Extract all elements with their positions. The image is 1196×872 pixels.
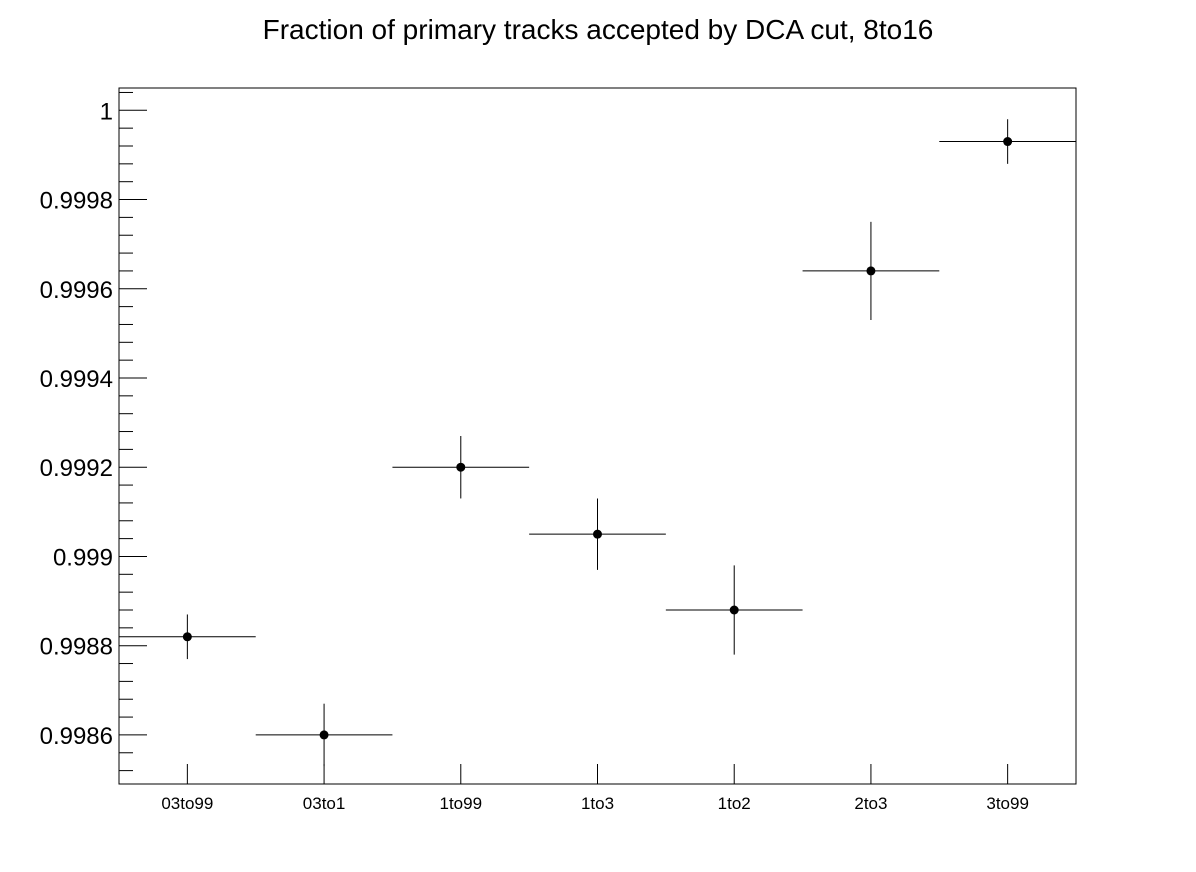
y-tick-label: 0.9988 <box>40 634 113 661</box>
y-tick-label: 0.999 <box>53 544 113 571</box>
x-tick-label: 03to1 <box>303 794 346 813</box>
x-axis: 03to99 03to1 1to99 1to3 1to2 2to3 3to99 <box>161 764 1029 813</box>
y-tick-label: 0.9992 <box>40 455 113 482</box>
y-axis: 0.9986 0.9988 0.999 0.9992 0.9994 0.9996 0.999… <box>40 91 147 772</box>
x-tick-label: 3to99 <box>986 794 1029 813</box>
x-tick-label: 1to2 <box>718 794 751 813</box>
data-point <box>1003 137 1013 147</box>
data-point <box>729 605 739 615</box>
data-point <box>319 730 329 740</box>
chart-title: Fraction of primary tracks accepted by D… <box>263 14 934 45</box>
plot-frame <box>118 87 1077 785</box>
y-tick-label: 0.9998 <box>40 188 113 215</box>
data-point <box>182 632 192 642</box>
y-tick-label: 1 <box>100 98 113 125</box>
y-tick-label: 0.9996 <box>40 277 113 304</box>
data-series <box>119 119 1076 767</box>
data-point <box>456 462 466 472</box>
x-tick-label: 2to3 <box>854 794 887 813</box>
y-tick-label: 0.9986 <box>40 723 113 750</box>
x-tick-label: 1to99 <box>440 794 483 813</box>
x-tick-label: 03to99 <box>161 794 213 813</box>
data-point <box>593 529 602 539</box>
y-tick-label: 0.9994 <box>40 366 113 393</box>
x-tick-label: 1to3 <box>581 794 614 813</box>
data-point <box>866 266 876 276</box>
